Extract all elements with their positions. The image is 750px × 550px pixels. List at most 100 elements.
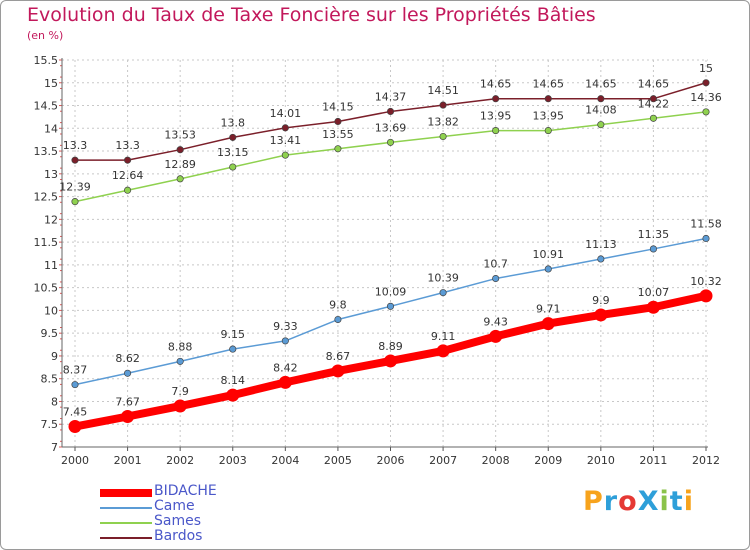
data-point-bidache: [436, 344, 450, 358]
data-label-came: 9.8: [329, 299, 347, 312]
y-tick-label: 12: [44, 213, 58, 226]
data-label-came: 10.09: [375, 285, 407, 298]
x-tick-label: 2004: [271, 454, 299, 467]
data-point-bidache: [121, 409, 135, 423]
y-tick-label: 13: [44, 168, 58, 181]
data-point-sames: [229, 163, 237, 171]
data-label-bardos: 13.3: [115, 139, 140, 152]
data-point-sames: [334, 145, 342, 153]
series-came: 8.37 8.62 8.88 9.15 9.33 9.8 10.09 10.39 10.7 10.…: [63, 217, 722, 389]
data-point-came: [544, 265, 552, 273]
data-label-bardos: 14.65: [638, 78, 670, 91]
y-tick-label: 8: [51, 395, 58, 408]
y-tick-label: 14.5: [34, 100, 59, 113]
data-label-came: 11.58: [690, 217, 722, 230]
data-point-bidache: [278, 375, 292, 389]
y-tick-label: 15: [44, 77, 58, 90]
x-tick-label: 2011: [639, 454, 667, 467]
data-label-bardos: 13.53: [164, 129, 196, 142]
data-point-bardos: [649, 95, 657, 103]
data-label-sames: 13.95: [533, 110, 565, 123]
data-point-bidache: [331, 364, 345, 378]
y-tick-label: 12.5: [34, 191, 59, 204]
legend-label: BIDACHE: [154, 483, 217, 499]
x-tick-label: 2003: [219, 454, 247, 467]
data-label-sames: 13.95: [480, 110, 512, 123]
data-label-bardos: 14.51: [427, 84, 459, 97]
y-tick-label: 10: [44, 304, 58, 317]
data-label-sames: 13.69: [375, 121, 407, 134]
proxiti-logo: ProXiti: [583, 486, 694, 517]
y-tick-label: 13.5: [34, 145, 59, 158]
x-tick-label: 2000: [61, 454, 89, 467]
data-point-came: [71, 381, 79, 389]
data-point-sames: [281, 151, 289, 159]
data-label-bidache: 7.67: [115, 395, 140, 408]
data-point-bardos: [492, 95, 500, 103]
data-label-bidache: 8.67: [326, 350, 351, 363]
data-point-bardos: [176, 146, 184, 154]
legend-swatch: [100, 537, 152, 539]
data-point-bidache: [541, 317, 555, 331]
data-label-came: 11.35: [638, 228, 670, 241]
data-point-came: [597, 255, 605, 263]
data-point-bidache: [68, 420, 82, 434]
data-label-bidache: 8.14: [221, 374, 246, 387]
data-point-bidache: [226, 388, 240, 402]
data-point-sames: [492, 127, 500, 135]
legend-label: Bardos: [154, 528, 203, 544]
data-label-bardos: 14.65: [480, 78, 512, 91]
data-label-came: 10.91: [533, 248, 565, 261]
data-point-bidache: [594, 308, 608, 322]
data-point-came: [334, 315, 342, 324]
y-tick-label: 10.5: [34, 282, 59, 295]
y-tick-label: 15.5: [34, 54, 59, 67]
data-point-sames: [124, 186, 132, 194]
data-point-bardos: [597, 95, 605, 103]
x-tick-label: 2002: [166, 454, 194, 467]
data-point-bidache: [699, 289, 713, 303]
data-label-sames: 14.08: [585, 104, 617, 117]
data-label-sames: 12.39: [59, 181, 91, 194]
data-label-sames: 12.64: [112, 169, 144, 182]
data-point-came: [386, 302, 395, 310]
data-point-sames: [649, 114, 657, 122]
y-tick-label: 9.5: [41, 327, 59, 340]
legend-swatch: [100, 489, 152, 497]
data-label-came: 11.13: [585, 238, 617, 251]
data-label-bardos: 14.15: [322, 100, 354, 113]
data-label-sames: 14.22: [638, 97, 670, 110]
data-point-bidache: [489, 329, 503, 343]
data-label-bidache: 9.11: [431, 330, 456, 343]
data-point-bidache: [384, 354, 397, 368]
data-label-came: 9.33: [273, 320, 298, 333]
legend-label: Sames: [154, 513, 202, 529]
x-tick-label: 2001: [114, 454, 142, 467]
data-label-bidache: 8.89: [378, 340, 403, 353]
series-bidache: 7.45 7.67 7.9 8.14 8.42 8.67 8.89 9.11 9.43 9.71 9…: [63, 275, 722, 434]
data-label-bardos: 14.65: [533, 78, 565, 91]
data-point-sames: [702, 108, 710, 116]
data-point-came: [492, 274, 500, 283]
data-point-came: [176, 357, 184, 365]
x-tick-label: 2007: [429, 454, 457, 467]
data-point-bidache: [646, 300, 660, 314]
data-point-bardos: [124, 156, 132, 164]
data-point-sames: [439, 132, 447, 141]
chart-title: Evolution du Taux de Taxe Foncière sur l…: [27, 4, 596, 26]
data-point-sames: [386, 138, 395, 146]
x-tick-label: 2010: [587, 454, 615, 467]
y-tick-label: 11: [44, 259, 58, 272]
data-label-sames: 12.89: [164, 158, 196, 171]
data-point-bardos: [281, 124, 289, 132]
data-point-came: [281, 337, 289, 345]
data-label-sames: 13.41: [270, 134, 302, 147]
data-point-sames: [544, 127, 552, 135]
data-label-came: 8.37: [63, 364, 88, 377]
data-label-bardos: 13.3: [63, 139, 88, 152]
data-label-came: 10.39: [427, 272, 459, 285]
data-label-bardos: 15: [699, 62, 713, 75]
data-label-bidache: 10.32: [690, 275, 722, 288]
data-label-came: 9.15: [221, 328, 246, 341]
